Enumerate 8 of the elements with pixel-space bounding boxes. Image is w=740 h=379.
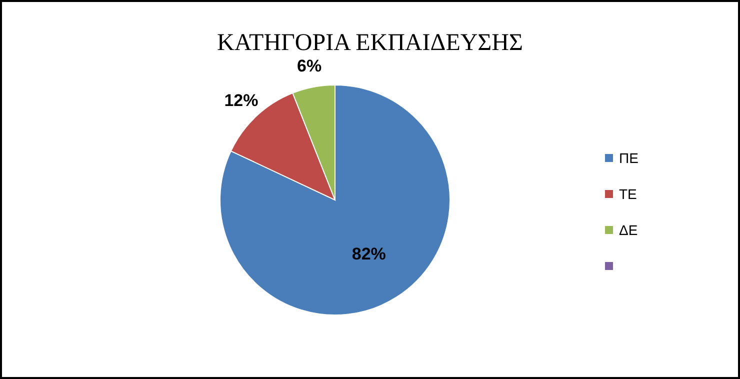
legend-label: ΤΕ [619,186,637,202]
chart-title: ΚΑΤΗΓΟΡΙΑ ΕΚΠΑΙΔΕΥΣΗΣ [217,30,523,56]
legend-label: ΔΕ [619,222,638,238]
legend-label: ΠΕ [619,150,638,166]
pie-slice [220,84,450,316]
data-label: 6% [297,56,322,76]
data-label: 82% [352,244,386,264]
data-label: 12% [224,91,258,110]
